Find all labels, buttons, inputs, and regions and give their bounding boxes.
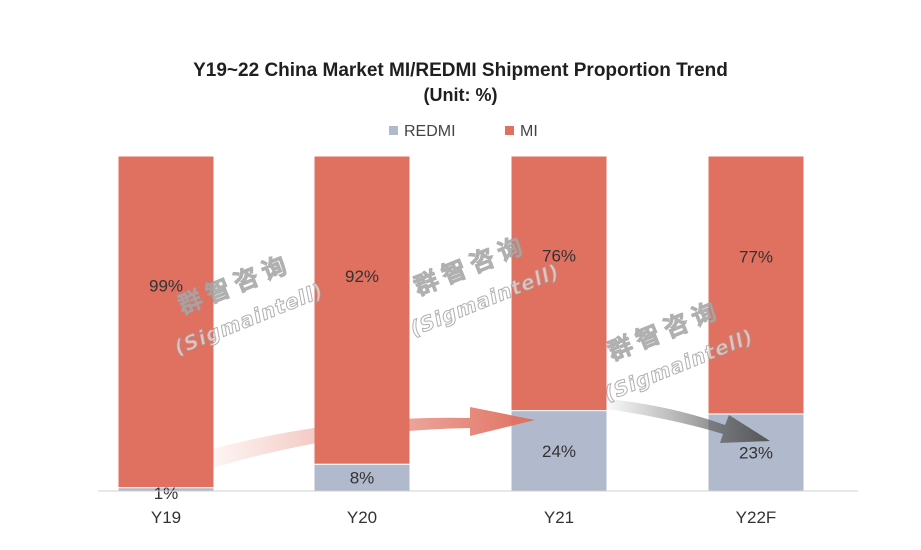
trend-arrow-down	[600, 398, 770, 443]
data-label-mi-y22f: 77%	[739, 248, 773, 267]
x-tick-label-y19: Y19	[151, 508, 181, 527]
legend: REDMI MI	[389, 123, 538, 140]
bar-mi-y22f	[707, 155, 805, 415]
chart-title: Y19~22 China Market MI/REDMI Shipment Pr…	[193, 60, 728, 81]
bar-mi-y21	[510, 155, 608, 412]
trend-arrows	[190, 398, 770, 475]
legend-swatch-redmi	[389, 126, 398, 135]
legend-swatch-mi	[505, 126, 514, 135]
data-label-mi-y21: 76%	[542, 246, 576, 265]
data-label-mi-y20: 92%	[345, 267, 379, 286]
data-label-redmi-y20: 8%	[350, 469, 375, 488]
watermarks: 群智咨询(Sigmaintell)群智咨询(Sigmaintell) 群智咨询(S…	[170, 230, 758, 407]
x-tick-label-y22f: Y22F	[736, 508, 777, 527]
data-label-redmi-y21: 24%	[542, 442, 576, 461]
bar-redmi-y20	[313, 463, 411, 492]
bar-mi-y19	[117, 155, 215, 489]
data-label-redmi-y19: 1%	[154, 484, 179, 503]
data-label-redmi-y22f: 23%	[739, 443, 773, 462]
legend-label-redmi: REDMI	[404, 123, 456, 140]
data-label-mi-y19: 99%	[149, 276, 183, 295]
legend-label-mi: MI	[520, 123, 538, 140]
trend-arrow-up	[190, 407, 535, 475]
x-tick-label-y20: Y20	[347, 508, 377, 527]
bar-mi-y20	[313, 155, 411, 465]
x-tick-label-y21: Y21	[544, 508, 574, 527]
chart-subtitle: (Unit: %)	[423, 85, 498, 105]
